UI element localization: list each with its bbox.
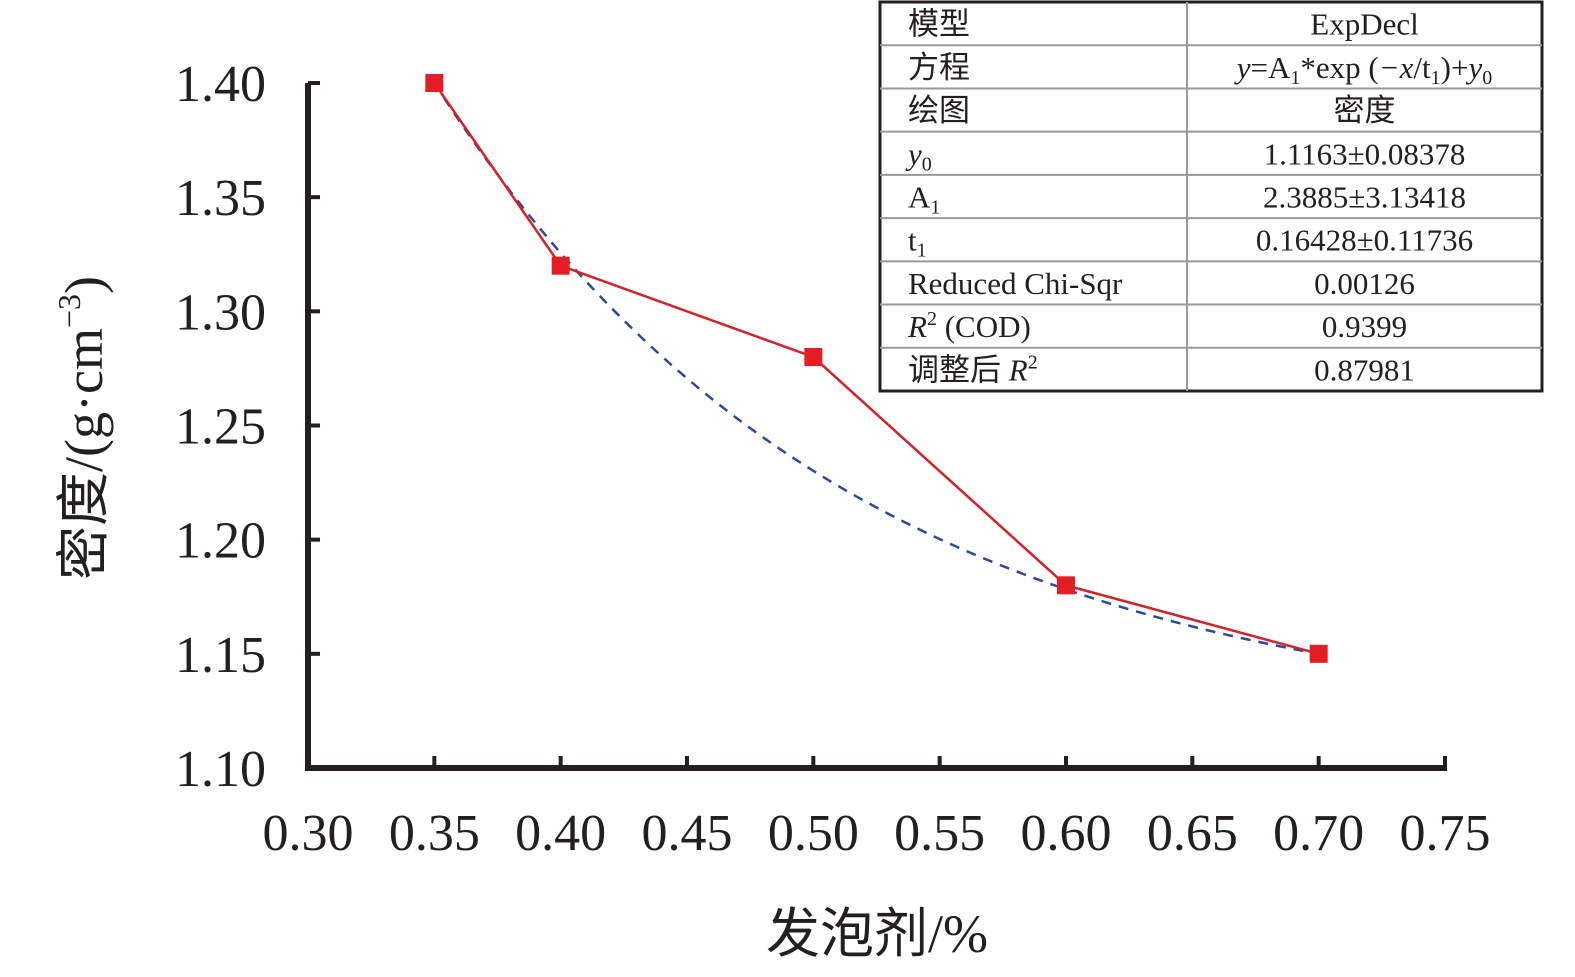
fit-table-label: A1 <box>908 180 940 219</box>
fit-table-frame <box>878 0 1544 393</box>
x-tick-label: 0.65 <box>1147 805 1238 862</box>
x-tick-label: 0.55 <box>894 805 985 862</box>
fit-table-label-part: (COD) <box>937 309 1031 344</box>
fit-table-label-part: y <box>905 136 922 171</box>
fit-table-eq-part: y <box>1465 50 1482 85</box>
fit-table-label: t1 <box>908 223 927 262</box>
fit-table-value: 2.3885±3.13418 <box>1263 180 1466 215</box>
y-tick-label: 1.25 <box>175 399 266 456</box>
y-tick-label: 1.20 <box>175 513 266 570</box>
fit-table-label-part: 2 <box>1028 351 1038 373</box>
fit-table-label-part: A <box>908 180 931 215</box>
data-point <box>804 348 823 366</box>
data-point <box>551 256 570 275</box>
x-tick-label: 0.50 <box>768 805 859 862</box>
fit-curve <box>433 82 1319 656</box>
fit-table-eq-part: 0 <box>1482 67 1492 89</box>
x-tick-labels: 0.30 0.35 0.40 0.45 0.50 0.55 0.60 0.65 0.70 0.75 <box>263 805 1491 862</box>
fit-table-eq-part: 1 <box>1431 67 1441 89</box>
y-tick-label: 1.40 <box>175 56 266 113</box>
fit-table-value: 1.1163±0.08378 <box>1264 136 1466 171</box>
fit-table-value: 0.9399 <box>1322 309 1407 344</box>
fit-table-label-part: 1 <box>930 197 940 219</box>
fit-table-label: 调整后 R2 <box>908 351 1038 387</box>
fit-line <box>433 82 1319 656</box>
fit-table-label: 模型 <box>908 7 970 42</box>
fit-table-eq-part: =A <box>1251 50 1291 85</box>
fit-table-value: 0.00126 <box>1314 266 1415 301</box>
fit-table-label-part: 0 <box>922 153 932 175</box>
y-tick-labels: 1.10 1.15 1.20 1.25 1.30 1.35 1.40 <box>175 56 266 798</box>
x-axis-title: 发泡剂/% <box>766 904 988 964</box>
data-point <box>1057 576 1075 595</box>
fit-table-label-part: 调整后 <box>908 352 1009 387</box>
fit-table-label-part: 1 <box>917 240 927 262</box>
y-tick-label: 1.15 <box>175 627 266 684</box>
fit-table-eq-part: 1 <box>1290 67 1300 89</box>
fit-table-eq-part: *exp ( <box>1300 50 1378 85</box>
axes <box>305 83 1447 771</box>
data-series <box>425 74 1328 663</box>
svg-text:密度/(g·cm−3): 密度/(g·cm−3) <box>51 276 114 580</box>
x-tick-label: 0.60 <box>1021 805 1112 862</box>
y-axis-title-sup: −3 <box>51 294 87 328</box>
x-tick-label: 0.30 <box>263 805 354 862</box>
fit-table-label: y0 <box>905 136 932 175</box>
fit-table-value: y=A1*exp (−x/t1)+y0 <box>1234 50 1492 89</box>
y-axis-title-main: 密度/(g·cm <box>54 328 114 580</box>
fit-table-eq-part: y <box>1234 50 1251 85</box>
fit-table-value: ExpDecl <box>1310 7 1418 42</box>
fit-table-eq-part: −x <box>1379 50 1414 85</box>
data-point <box>1309 644 1328 663</box>
fit-table-eq-part: /t <box>1413 50 1431 85</box>
x-tick-label: 0.45 <box>642 805 733 862</box>
fit-table-label: R2 (COD) <box>907 308 1031 344</box>
y-tick-label: 1.10 <box>175 741 266 798</box>
x-tick-label: 0.35 <box>389 805 480 862</box>
fit-table-label: 方程 <box>908 50 970 85</box>
fit-table-label: Reduced Chi-Sqr <box>908 266 1123 301</box>
fit-table-eq-part: )+ <box>1441 50 1469 85</box>
fit-table-label-part: t <box>908 223 917 258</box>
x-tick-label: 0.70 <box>1273 805 1364 862</box>
data-point <box>425 74 444 92</box>
fit-table-value: 密度 <box>1334 93 1396 128</box>
x-tick-label: 0.75 <box>1400 805 1491 862</box>
y-tick-label: 1.30 <box>175 284 266 341</box>
y-axis-title-close: ) <box>54 276 114 294</box>
y-tick-label: 1.35 <box>175 170 266 227</box>
x-tick-label: 0.40 <box>515 805 606 862</box>
fit-table-value: 0.16428±0.11736 <box>1256 223 1473 258</box>
fit-table-label: 绘图 <box>908 93 970 128</box>
fit-table-label-part: 2 <box>927 308 937 330</box>
y-axis-title: 密度/(g·cm−3) <box>51 276 114 580</box>
fit-table-label-part: R <box>907 309 927 344</box>
fit-table-value: 0.87981 <box>1314 352 1415 387</box>
fit-table-label-part: R <box>1008 352 1028 387</box>
